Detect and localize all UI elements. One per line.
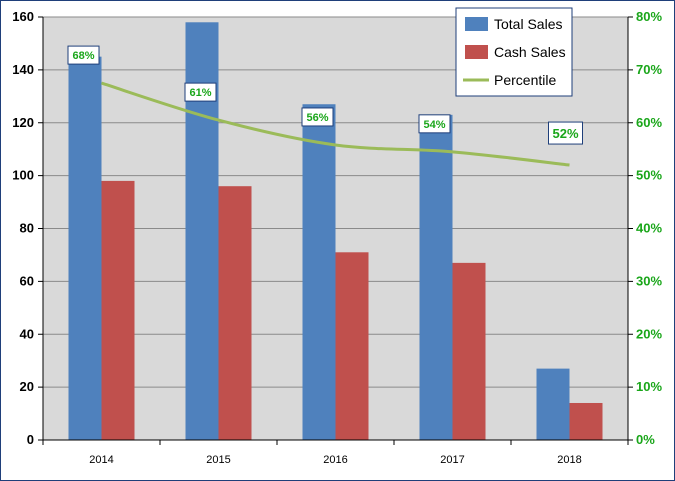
cash-sales-bar: [452, 262, 486, 440]
total-sales-bar: [536, 368, 570, 440]
percentile-data-label-text: 54%: [423, 119, 445, 131]
x-tick-label: 2015: [206, 454, 230, 466]
left-tick-label: 60: [20, 273, 34, 288]
percentile-line-group: 68% 61% 56% 54% 52%: [67, 45, 583, 167]
left-tick-label: 120: [12, 115, 34, 130]
x-tick-label: 2016: [323, 454, 347, 466]
right-tick-label: 20%: [636, 326, 662, 341]
right-axis: 0% 10% 20% 30% 40% 50% 60% 70% 80%: [627, 9, 662, 447]
left-tick-label: 40: [20, 326, 34, 341]
x-tick-label: 2018: [557, 454, 581, 466]
percentile-data-label: 54%: [418, 114, 451, 134]
left-axis: 0 20 40 60 80 100 120 140 160: [12, 9, 44, 447]
legend-label: Percentile: [494, 72, 556, 88]
percentile-data-label-text: 52%: [552, 126, 578, 141]
right-tick-label: 30%: [636, 273, 662, 288]
right-tick-label: 10%: [636, 379, 662, 394]
right-tick-label: 40%: [636, 221, 662, 236]
cash-sales-bar: [335, 252, 369, 440]
percentile-data-label-text: 61%: [189, 87, 211, 99]
right-tick-label: 60%: [636, 115, 662, 130]
percentile-data-label: 61%: [184, 82, 217, 102]
x-axis: 2014 2015 2016 2017 2018: [42, 439, 629, 466]
legend-label: Cash Sales: [494, 44, 566, 60]
legend-label: Total Sales: [494, 16, 562, 32]
left-tick-label: 100: [12, 168, 34, 183]
total-sales-bar: [68, 56, 102, 440]
cash-sales-bar: [218, 186, 252, 440]
legend-swatch: [465, 17, 488, 31]
left-tick-label: 0: [27, 432, 34, 447]
total-sales-bar: [419, 114, 453, 440]
percentile-data-label: 52%: [548, 121, 583, 145]
right-tick-label: 50%: [636, 168, 662, 183]
bars: [68, 22, 603, 441]
cash-sales-bar: [101, 180, 135, 440]
percentile-data-label-text: 68%: [72, 50, 94, 62]
legend-swatch: [465, 45, 488, 59]
right-tick-label: 0%: [636, 432, 655, 447]
left-tick-label: 20: [20, 379, 34, 394]
percentile-data-label: 56%: [301, 107, 334, 127]
percentile-data-label-text: 56%: [306, 112, 328, 124]
left-tick-label: 80: [20, 221, 34, 236]
x-tick-label: 2014: [89, 454, 113, 466]
percentile-line: [101, 81, 570, 167]
right-tick-label: 80%: [636, 9, 662, 24]
right-tick-label: 70%: [636, 62, 662, 77]
left-tick-label: 140: [12, 62, 34, 77]
cash-sales-bar: [569, 402, 603, 440]
total-sales-bar: [302, 104, 336, 441]
left-tick-label: 160: [12, 9, 34, 24]
percentile-data-label: 68%: [67, 45, 100, 65]
x-tick-label: 2017: [440, 454, 464, 466]
legend: Total Sales Cash Sales Percentile: [455, 7, 573, 97]
